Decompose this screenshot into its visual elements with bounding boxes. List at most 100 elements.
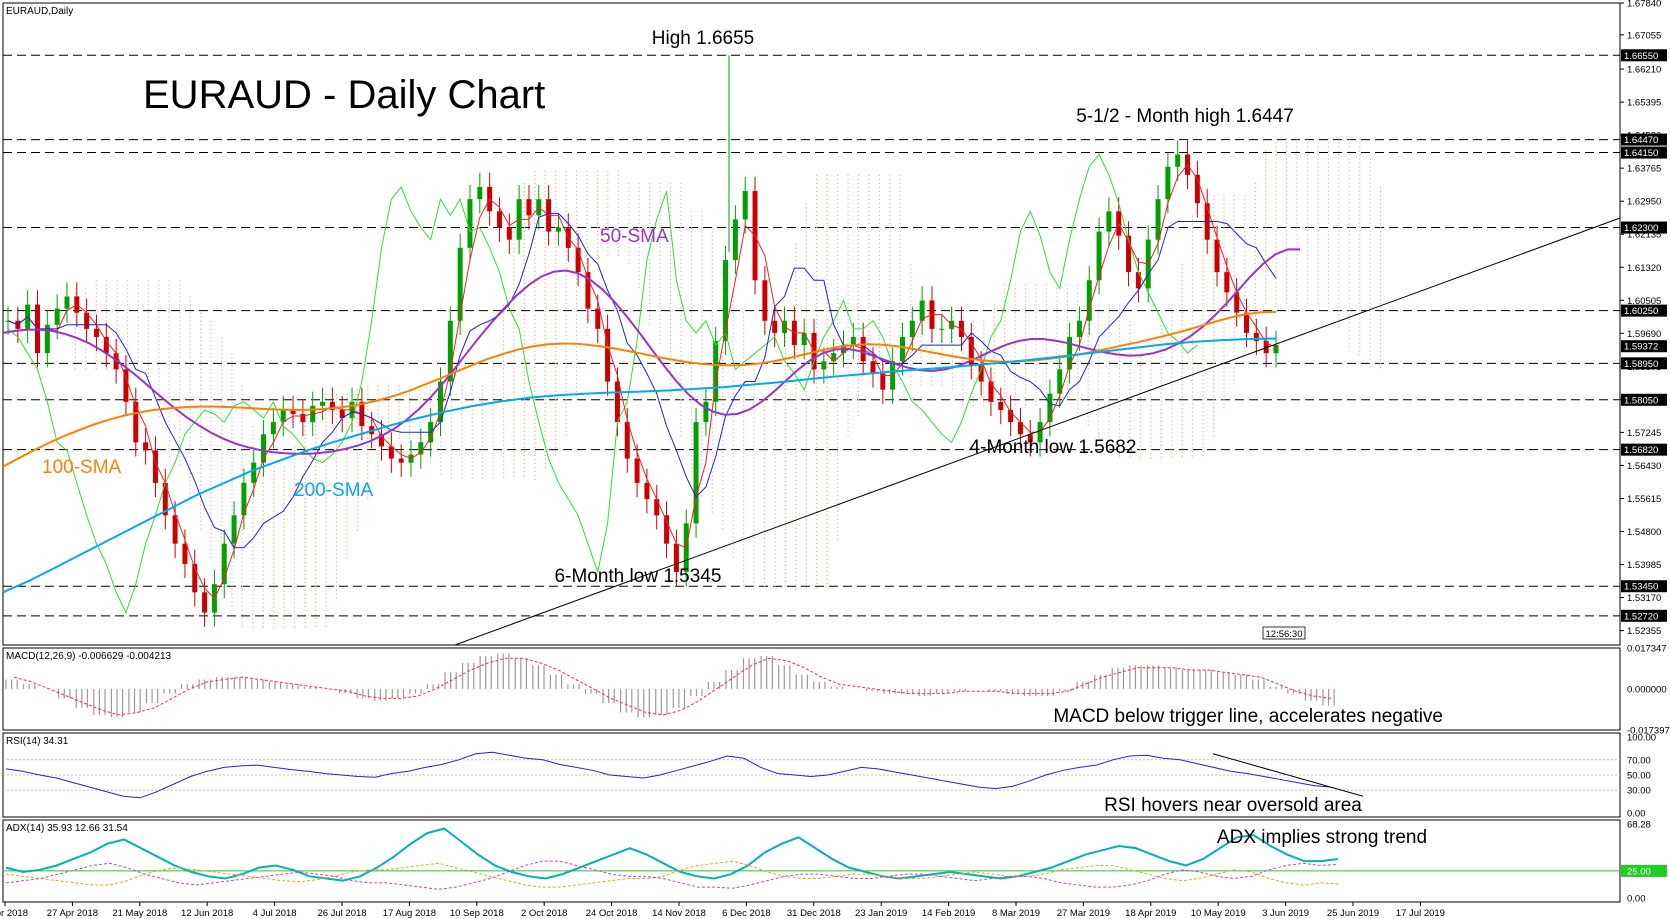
cloud-dot: [304, 434, 306, 436]
cloud-dot: [638, 186, 640, 189]
cloud-dot: [210, 360, 212, 362]
cloud-dot: [513, 307, 515, 309]
cloud-dot: [837, 506, 839, 509]
cloud-dot: [1129, 400, 1131, 402]
cloud-dot: [273, 482, 275, 484]
cloud-dot: [1254, 318, 1256, 321]
cloud-dot: [189, 400, 191, 402]
cloud-dot: [649, 282, 651, 285]
cloud-dot: [659, 258, 661, 261]
cloud-dot: [816, 218, 818, 221]
cloud-dot: [1045, 300, 1048, 302]
cloud-dot: [596, 198, 599, 200]
cloud-dot: [732, 388, 734, 390]
cloud-dot: [304, 542, 306, 544]
cloud-dot: [471, 429, 473, 431]
cloud-dot: [1160, 432, 1162, 434]
cloud-dot: [607, 222, 609, 224]
cloud-dot: [325, 405, 327, 407]
cloud-dot: [1233, 351, 1236, 353]
cloud-dot: [189, 360, 191, 362]
cloud-dot: [544, 362, 546, 364]
cloud-dot: [116, 292, 118, 294]
cloud-dot: [1098, 396, 1100, 398]
cloud-dot: [743, 428, 745, 430]
cloud-dot: [1265, 154, 1267, 156]
cloud-dot: [1098, 376, 1100, 378]
cloud-dot: [826, 382, 828, 385]
cloud-dot: [826, 414, 828, 417]
cloud-dot: [1223, 283, 1225, 285]
cloud-dot: [701, 371, 703, 373]
cloud-dot: [649, 278, 651, 281]
cloud-dot: [335, 421, 338, 423]
cloud-dot: [1160, 428, 1162, 430]
cloud-dot: [252, 454, 254, 456]
cloud-dot: [1056, 300, 1058, 302]
cloud-dot: [1045, 316, 1048, 318]
cloud-dot: [837, 266, 839, 269]
cloud-dot: [774, 449, 776, 451]
cloud-dot: [1160, 356, 1162, 358]
price-panel-frame: [2, 2, 1621, 646]
cloud-dot: [304, 502, 306, 504]
cloud-dot: [763, 549, 766, 552]
cloud-dot: [878, 222, 880, 225]
cloud-dot: [1150, 457, 1152, 459]
cloud-dot: [189, 472, 191, 474]
cloud-dot: [1212, 431, 1215, 433]
adx-panel-frame: [2, 819, 1621, 903]
cloud-dot: [513, 351, 515, 353]
cloud-dot: [1098, 308, 1100, 310]
cloud-dot: [920, 324, 922, 326]
cloud-dot: [847, 406, 849, 409]
cloud-dot: [283, 474, 285, 476]
cloud-dot: [325, 573, 327, 575]
cloud-dot: [168, 344, 170, 346]
cloud-dot: [555, 242, 557, 244]
cloud-dot: [868, 294, 870, 297]
cloud-dot: [847, 254, 849, 257]
cloud-dot: [210, 444, 212, 446]
cloud-dot: [513, 379, 515, 381]
cloud-dot: [596, 190, 599, 192]
cloud-dot: [1118, 388, 1121, 390]
cloud-dot: [429, 401, 431, 403]
cloud-dot: [210, 344, 212, 346]
cloud-dot: [137, 304, 139, 306]
cloud-dot: [575, 178, 578, 180]
cloud-dot: [200, 364, 202, 366]
cloud-dot: [283, 482, 285, 484]
cloud-dot: [763, 525, 766, 528]
cloud-dot: [1118, 424, 1121, 426]
cloud-dot: [857, 342, 860, 345]
cloud-dot: [837, 486, 839, 489]
cloud-dot: [502, 408, 505, 410]
cloud-dot: [878, 298, 880, 301]
cloud-dot: [147, 324, 150, 326]
cloud-dot: [972, 332, 974, 334]
cloud-dot: [1212, 211, 1215, 213]
cloud-dot: [200, 328, 202, 330]
cloud-dot: [931, 372, 933, 374]
cloud-dot: [774, 573, 776, 575]
cloud-dot: [1244, 247, 1246, 249]
cloud-dot: [555, 282, 557, 284]
cloud-dot: [283, 626, 285, 628]
cloud-dot: [1077, 384, 1079, 386]
cloud-dot: [826, 550, 828, 553]
cloud-dot: [889, 298, 891, 301]
cloud-dot: [502, 336, 505, 338]
cloud-dot: [325, 621, 327, 623]
cloud-dot: [1160, 360, 1162, 362]
cloud-dot: [763, 437, 766, 440]
cloud-dot: [429, 385, 431, 387]
cloud-dot: [993, 340, 995, 342]
cloud-dot: [1160, 416, 1162, 418]
cloud-dot: [262, 566, 264, 568]
cloud-dot: [743, 328, 745, 330]
cloud-dot: [920, 344, 922, 346]
cloud-dot: [158, 364, 160, 366]
cloud-dot: [168, 448, 170, 450]
cloud-dot: [1171, 420, 1173, 422]
